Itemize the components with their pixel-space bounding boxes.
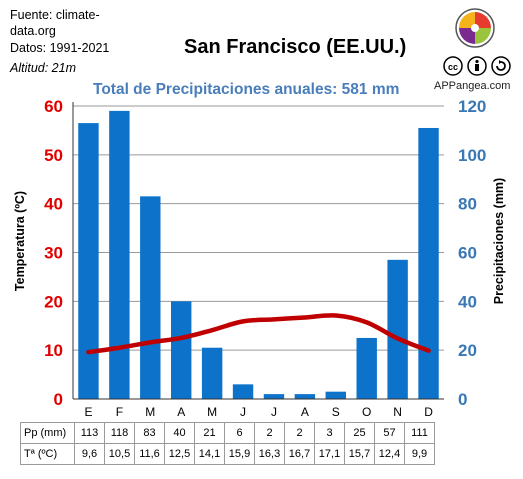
table-cell: 111 (404, 422, 435, 444)
data-table: Pp (mm) 113 118 83 40 21 6 2 2 3 25 57 111 Tª (ºC) … (20, 422, 435, 465)
grid-lines (73, 105, 444, 351)
precipitation-bar (171, 301, 192, 399)
table-row-temperature: Tª (ºC) 9,6 10,5 11,6 12,5 14,1 15,9 16,3 16,7 1… (20, 443, 435, 465)
table-row-label: Tª (ºC) (20, 443, 75, 465)
x-tick-label: O (362, 405, 371, 419)
table-cell: 113 (74, 422, 105, 444)
precipitation-bar (201, 347, 223, 399)
x-tick-label: S (332, 405, 340, 419)
table-cell: 2 (284, 422, 315, 444)
table-row-label: Pp (mm) (20, 422, 75, 444)
license-icons: cc (443, 56, 511, 76)
x-tick-label: N (393, 405, 402, 419)
x-tick-label: A (177, 405, 185, 419)
temperature-line (86, 313, 431, 355)
left-tick-label: 0 (54, 390, 63, 409)
table-cell: 15,7 (344, 443, 375, 465)
table-cell: 14,1 (194, 443, 225, 465)
right-axis-ticks: 0 20 40 60 80 100 120 (458, 97, 486, 409)
right-tick-label: 40 (458, 292, 477, 311)
table-cell: 12,4 (374, 443, 405, 465)
table-cell: 15,9 (224, 443, 255, 465)
precipitation-bar (418, 127, 439, 399)
left-axis-ticks: 0 10 20 30 40 50 60 (44, 97, 63, 409)
table-cell: 10,5 (104, 443, 135, 465)
precipitation-bar (263, 394, 285, 399)
x-tick-label: A (301, 405, 309, 419)
svg-text:cc: cc (448, 62, 458, 72)
precipitation-bar (387, 259, 408, 399)
left-tick-label: 30 (44, 244, 63, 263)
axes (72, 102, 444, 400)
table-cell: 2 (254, 422, 285, 444)
table-cell: 25 (344, 422, 375, 444)
table-cell: 12,5 (164, 443, 195, 465)
cc-icon: cc (443, 56, 463, 76)
left-tick-label: 60 (44, 97, 63, 116)
right-tick-label: 20 (458, 341, 477, 360)
precipitation-bar (325, 391, 346, 399)
precipitation-bar (109, 110, 130, 399)
precipitation-bars (78, 110, 439, 399)
x-tick-label: F (116, 405, 123, 419)
right-tick-label: 60 (458, 244, 477, 263)
precipitation-bar (232, 384, 254, 399)
left-tick-label: 50 (44, 146, 63, 165)
table-cell: 16,7 (284, 443, 315, 465)
x-tick-label: D (424, 405, 433, 419)
right-tick-label: 0 (458, 390, 467, 409)
table-cell: 3 (314, 422, 345, 444)
left-tick-label: 10 (44, 341, 63, 360)
appangea-logo (455, 8, 495, 48)
precipitation-bar (356, 337, 377, 399)
x-tick-label: J (271, 405, 277, 419)
table-cell: 57 (374, 422, 405, 444)
x-tick-label: M (145, 405, 155, 419)
brand-text: APPangea.com (434, 80, 511, 92)
right-tick-label: 80 (458, 195, 477, 214)
precipitation-bar (140, 196, 161, 399)
table-cell: 9,6 (74, 443, 105, 465)
source-line-1: Fuente: climate- (10, 8, 100, 22)
table-cell: 83 (134, 422, 165, 444)
precipitation-bar (294, 394, 316, 399)
climate-chart: 0 10 20 30 40 50 60 0 20 40 60 80 100 120 E F M A M J J A S O… (44, 97, 486, 419)
table-cell: 21 (194, 422, 225, 444)
x-tick-label: J (240, 405, 246, 419)
left-tick-label: 20 (44, 292, 63, 311)
source-line-2: data.org (10, 24, 56, 38)
altitude-text: Altitud: 21m (10, 61, 77, 75)
source-line-3: Datos: 1991-2021 (10, 41, 110, 55)
precipitation-bar (78, 123, 99, 399)
chart-title: San Francisco (EE.UU.) (184, 36, 407, 58)
left-tick-label: 40 (44, 195, 63, 214)
right-tick-label: 100 (458, 146, 486, 165)
table-cell: 6 (224, 422, 255, 444)
chart-subtitle: Total de Precipitaciones anuales: 581 mm (93, 81, 400, 98)
table-row-precipitation: Pp (mm) 113 118 83 40 21 6 2 2 3 25 57 111 (20, 422, 435, 444)
x-tick-label: M (207, 405, 217, 419)
table-cell: 17,1 (314, 443, 345, 465)
right-tick-label: 120 (458, 97, 486, 116)
table-cell: 9,9 (404, 443, 435, 465)
table-cell: 16,3 (254, 443, 285, 465)
sharealike-icon (491, 56, 511, 76)
table-cell: 11,6 (134, 443, 165, 465)
table-cell: 40 (164, 422, 195, 444)
table-cell: 118 (104, 422, 135, 444)
x-tick-label: E (84, 405, 92, 419)
attribution-icon (467, 56, 487, 76)
